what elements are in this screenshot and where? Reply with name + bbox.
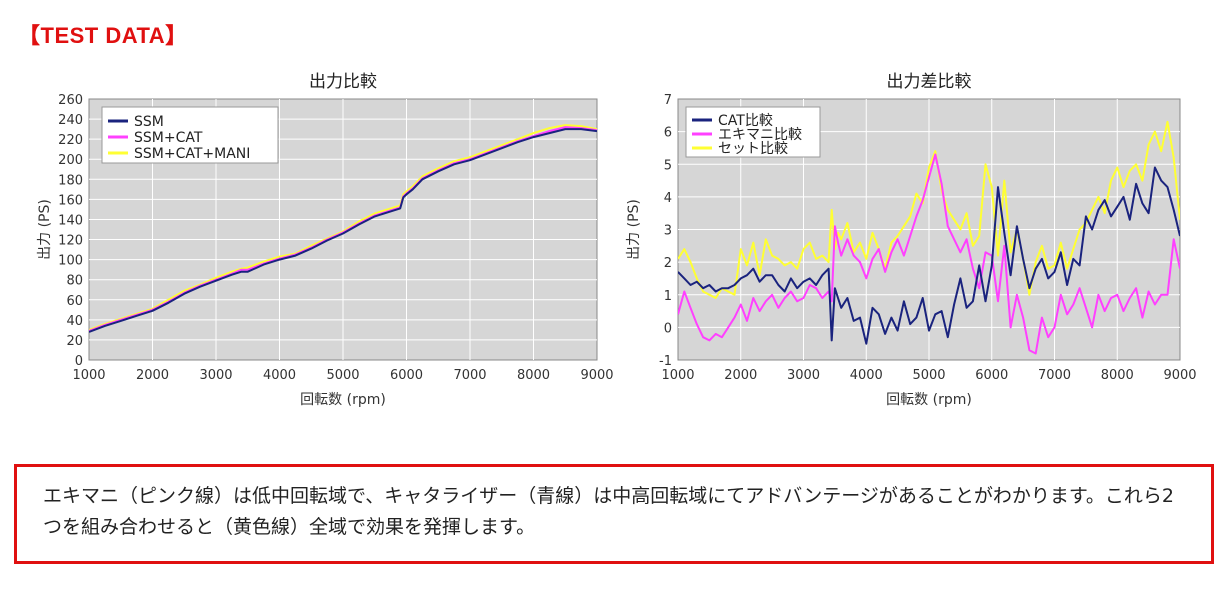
x-tick-label: 4000 xyxy=(850,368,883,383)
y-axis-label: 出力 (PS) xyxy=(37,199,53,260)
series-line-2 xyxy=(678,120,1180,299)
y-tick-label: 5 xyxy=(664,158,672,173)
y-tick-label: 0 xyxy=(664,321,672,336)
x-tick-label: 7000 xyxy=(453,368,486,383)
series-line-2 xyxy=(89,124,597,331)
power-comparison-chart: 出力比較 0 20 40 60 80 100 120 140 160 180 200 220 240 260… xyxy=(37,72,614,408)
x-tick-label: 9000 xyxy=(1163,368,1196,383)
page-heading: 【TEST DATA】 xyxy=(18,23,188,48)
x-tick-label: 3000 xyxy=(199,368,232,383)
description-text: エキマニ（ピンク線）は低中回転域で、キャタライザー（青線）は中高回転域にてアドバ… xyxy=(43,485,1175,538)
legend-label: SSM xyxy=(134,114,164,130)
power-difference-chart: 出力差比較 -1 0 1 2 3 4 5 6 7 1000 2000 3000 4000 5000 6000 7… xyxy=(626,72,1197,408)
y-tick-label: 3 xyxy=(664,224,672,239)
x-tick-label: 2000 xyxy=(724,368,757,383)
legend-label: SSM+CAT+MANI xyxy=(134,146,250,162)
series-line-1 xyxy=(678,153,1180,355)
x-tick-label: 6000 xyxy=(390,368,423,383)
y-tick-label: 240 xyxy=(58,113,83,128)
y-tick-label: 60 xyxy=(66,294,83,309)
y-tick-label: 120 xyxy=(58,234,83,249)
x-tick-label: 3000 xyxy=(787,368,820,383)
y-tick-label: 220 xyxy=(58,133,83,148)
y-tick-label: 160 xyxy=(58,193,83,208)
y-tick-label: 260 xyxy=(58,93,83,108)
x-tick-label: 4000 xyxy=(263,368,296,383)
y-tick-label: -1 xyxy=(659,354,672,369)
x-axis-label: 回転数 (rpm) xyxy=(300,392,386,408)
chart-title: 出力比較 xyxy=(309,72,377,92)
y-tick-label: 2 xyxy=(664,256,672,271)
x-tick-label: 8000 xyxy=(517,368,550,383)
series-line-0 xyxy=(89,128,597,333)
description-box: エキマニ（ピンク線）は低中回転域で、キャタライザー（青線）は中高回転域にてアドバ… xyxy=(14,464,1214,564)
x-tick-label: 5000 xyxy=(326,368,359,383)
x-tick-label: 2000 xyxy=(136,368,169,383)
y-tick-label: 20 xyxy=(66,334,83,349)
legend xyxy=(101,106,279,164)
x-tick-label: 9000 xyxy=(580,368,613,383)
y-tick-label: 100 xyxy=(58,254,83,269)
x-tick-label: 1000 xyxy=(72,368,105,383)
x-tick-label: 8000 xyxy=(1101,368,1134,383)
legend-label: SSM+CAT xyxy=(134,130,203,146)
legend-label: エキマニ比較 xyxy=(718,127,802,143)
legend-label: セット比較 xyxy=(718,141,788,157)
y-tick-label: 7 xyxy=(664,93,672,108)
x-tick-label: 5000 xyxy=(912,368,945,383)
y-tick-label: 200 xyxy=(58,153,83,168)
y-tick-label: 4 xyxy=(664,191,672,206)
y-tick-label: 1 xyxy=(664,289,672,304)
y-axis-label: 出力 (PS) xyxy=(626,199,642,260)
x-tick-label: 6000 xyxy=(975,368,1008,383)
y-tick-label: 180 xyxy=(58,173,83,188)
x-tick-label: 1000 xyxy=(661,368,694,383)
series-line-0 xyxy=(678,166,1180,345)
y-tick-label: 6 xyxy=(664,126,672,141)
chart-title: 出力差比較 xyxy=(887,72,972,92)
x-tick-label: 7000 xyxy=(1038,368,1071,383)
y-tick-label: 140 xyxy=(58,213,83,228)
x-axis-label: 回転数 (rpm) xyxy=(886,392,972,408)
y-tick-label: 80 xyxy=(66,274,83,289)
y-tick-label: 40 xyxy=(66,314,83,329)
y-tick-label: 0 xyxy=(75,354,83,369)
legend-label: CAT比較 xyxy=(718,113,773,129)
